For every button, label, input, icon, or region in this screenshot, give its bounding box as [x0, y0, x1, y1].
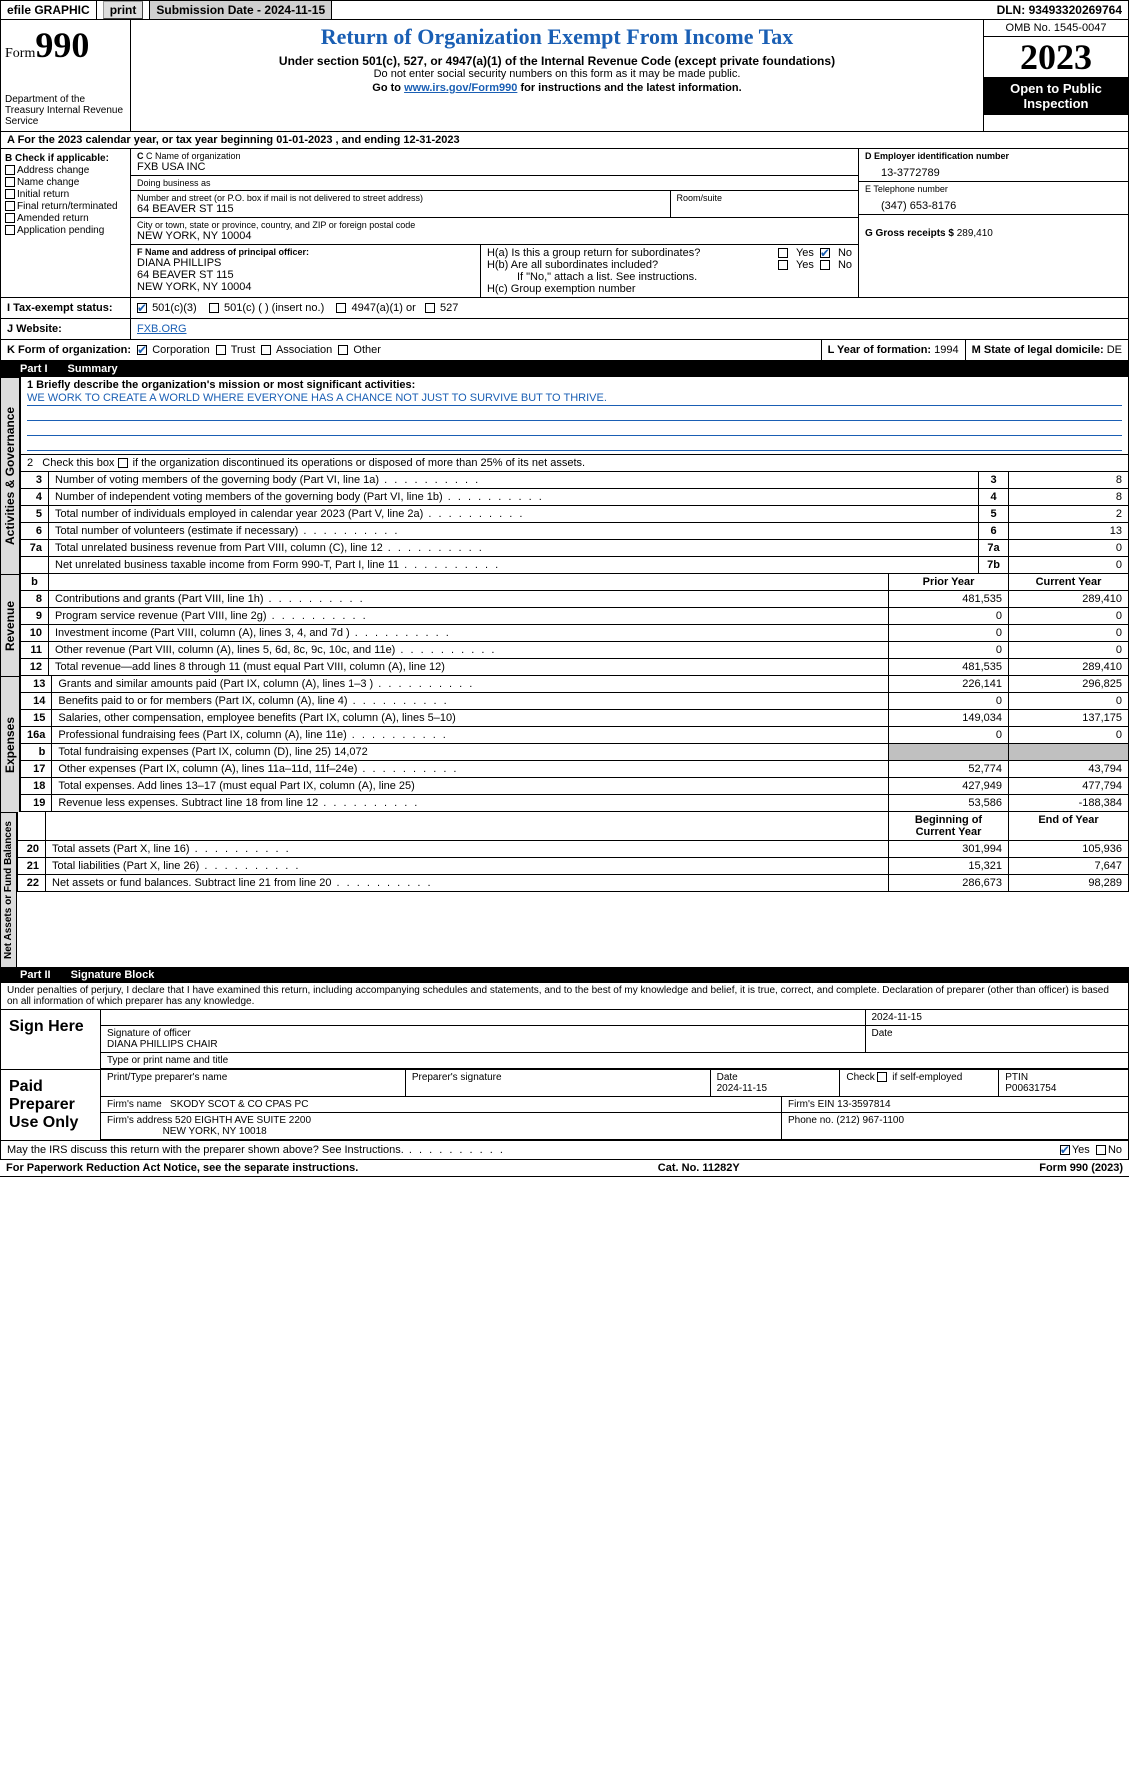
- table-row: bTotal fundraising expenses (Part IX, co…: [21, 744, 1129, 761]
- discuss-no[interactable]: [1096, 1145, 1106, 1155]
- vtab-expenses: Expenses: [0, 676, 20, 812]
- irs-link[interactable]: www.irs.gov/Form990: [404, 82, 517, 94]
- box-c-f: C C Name of organization FXB USA INC Doi…: [131, 149, 859, 298]
- chk-self-employed[interactable]: [877, 1072, 887, 1082]
- ha-no[interactable]: [820, 248, 830, 258]
- ptin: P00631754: [1005, 1083, 1056, 1094]
- chk-527[interactable]: [425, 303, 435, 313]
- table-row: 3Number of voting members of the governi…: [21, 472, 1129, 489]
- gross-receipts: 289,410: [957, 228, 993, 239]
- row-j: J Website: FXB.ORG: [0, 319, 1129, 340]
- chk-corp[interactable]: [137, 345, 147, 355]
- header-mid: Return of Organization Exempt From Incom…: [131, 20, 983, 131]
- phone: (347) 653-8176: [865, 194, 1122, 212]
- org-name: FXB USA INC: [137, 161, 852, 173]
- chk-address-change[interactable]: Address change: [5, 165, 126, 176]
- sign-block: Sign Here 2024-11-15 Signature of office…: [0, 1010, 1129, 1070]
- domicile: DE: [1107, 344, 1122, 356]
- table-row: 7aTotal unrelated business revenue from …: [21, 540, 1129, 557]
- footer: For Paperwork Reduction Act Notice, see …: [0, 1160, 1129, 1177]
- chk-other[interactable]: [338, 345, 348, 355]
- row-i: I Tax-exempt status: 501(c)(3) 501(c) ( …: [0, 298, 1129, 319]
- header-right: OMB No. 1545-0047 2023 Open to Public In…: [983, 20, 1128, 131]
- officer-name: DIANA PHILLIPS: [137, 257, 474, 269]
- org-address: 64 BEAVER ST 115: [137, 203, 664, 215]
- info-grid: B Check if applicable: Address change Na…: [0, 149, 1129, 298]
- table-row: 15Salaries, other compensation, employee…: [21, 710, 1129, 727]
- table-row: 9Program service revenue (Part VIII, lin…: [21, 608, 1129, 625]
- chk-amended[interactable]: Amended return: [5, 213, 126, 224]
- discuss-yes[interactable]: [1060, 1145, 1070, 1155]
- chk-501c[interactable]: [209, 303, 219, 313]
- table-row: 5Total number of individuals employed in…: [21, 506, 1129, 523]
- chk-name-change[interactable]: Name change: [5, 177, 126, 188]
- form-title: Return of Organization Exempt From Incom…: [139, 24, 975, 50]
- table-row: 17Other expenses (Part IX, column (A), l…: [21, 761, 1129, 778]
- top-bar: efile GRAPHIC print Submission Date - 20…: [0, 0, 1129, 20]
- officer-sig: DIANA PHILLIPS CHAIR: [107, 1039, 218, 1050]
- year-formation: 1994: [934, 344, 958, 356]
- part-i-bar: Part I Summary: [0, 361, 1129, 377]
- row-a: A For the 2023 calendar year, or tax yea…: [0, 132, 1129, 149]
- table-row: 11Other revenue (Part VIII, column (A), …: [21, 642, 1129, 659]
- table-row: 8Contributions and grants (Part VIII, li…: [21, 591, 1129, 608]
- table-row: 19Revenue less expenses. Subtract line 1…: [21, 795, 1129, 812]
- firm-ein: 13-3597814: [837, 1099, 890, 1110]
- firm-phone: (212) 967-1100: [836, 1115, 904, 1126]
- discuss-row: May the IRS discuss this return with the…: [0, 1141, 1129, 1160]
- ha-yes[interactable]: [778, 248, 788, 258]
- chk-501c3[interactable]: [137, 303, 147, 313]
- table-row: 4Number of independent voting members of…: [21, 489, 1129, 506]
- table-row: 6Total number of volunteers (estimate if…: [21, 523, 1129, 540]
- header-left: Form990 Department of the Treasury Inter…: [1, 20, 131, 131]
- table-row: 21Total liabilities (Part X, line 26)15,…: [18, 858, 1129, 875]
- table-row: 20Total assets (Part X, line 16)301,9941…: [18, 841, 1129, 858]
- ein: 13-3772789: [865, 161, 1122, 179]
- hb-no[interactable]: [820, 260, 830, 270]
- vtab-revenue: Revenue: [0, 574, 20, 676]
- row-k: K Form of organization: Corporation Trus…: [0, 340, 1129, 361]
- box-d-e-g: D Employer identification number 13-3772…: [859, 149, 1129, 298]
- chk-app-pending[interactable]: Application pending: [5, 225, 126, 236]
- vtab-netassets: Net Assets or Fund Balances: [0, 812, 17, 967]
- form-header: Form990 Department of the Treasury Inter…: [0, 20, 1129, 132]
- box-b: B Check if applicable: Address change Na…: [1, 149, 131, 298]
- chk-trust[interactable]: [216, 345, 226, 355]
- table-row: 12Total revenue—add lines 8 through 11 (…: [21, 659, 1129, 676]
- table-row: 16aProfessional fundraising fees (Part I…: [21, 727, 1129, 744]
- firm-name: SKODY SCOT & CO CPAS PC: [170, 1099, 308, 1110]
- table-row: 10Investment income (Part VIII, column (…: [21, 625, 1129, 642]
- chk-discontinued[interactable]: [118, 458, 128, 468]
- vtab-governance: Activities & Governance: [0, 377, 20, 574]
- hb-yes[interactable]: [778, 260, 788, 270]
- org-city: NEW YORK, NY 10004: [137, 230, 852, 242]
- efile-label: efile GRAPHIC: [1, 1, 97, 19]
- dln: DLN: 93493320269764: [991, 1, 1128, 19]
- expenses-table: 13Grants and similar amounts paid (Part …: [20, 676, 1129, 812]
- table-row: 22Net assets or fund balances. Subtract …: [18, 875, 1129, 892]
- submission-date: Submission Date - 2024-11-15: [150, 1, 332, 19]
- print-button[interactable]: print: [103, 1, 144, 19]
- perjury-text: Under penalties of perjury, I declare th…: [0, 983, 1129, 1010]
- netassets-table: Beginning of Current YearEnd of Year 20T…: [17, 812, 1129, 892]
- mission-text: WE WORK TO CREATE A WORLD WHERE EVERYONE…: [27, 392, 1122, 406]
- chk-final-return[interactable]: Final return/terminated: [5, 201, 126, 212]
- tax-year: 2023: [984, 37, 1128, 77]
- governance-table: 1 Briefly describe the organization's mi…: [20, 377, 1129, 574]
- chk-initial-return[interactable]: Initial return: [5, 189, 126, 200]
- table-row: 14Benefits paid to or for members (Part …: [21, 693, 1129, 710]
- preparer-block: Paid Preparer Use Only Print/Type prepar…: [0, 1070, 1129, 1141]
- table-row: 13Grants and similar amounts paid (Part …: [21, 676, 1129, 693]
- table-row: Net unrelated business taxable income fr…: [21, 557, 1129, 574]
- omb-number: OMB No. 1545-0047: [984, 20, 1128, 37]
- chk-4947[interactable]: [336, 303, 346, 313]
- part-ii-bar: Part II Signature Block: [0, 967, 1129, 983]
- revenue-table: bPrior YearCurrent Year 8Contributions a…: [20, 574, 1129, 676]
- table-row: 18Total expenses. Add lines 13–17 (must …: [21, 778, 1129, 795]
- chk-assoc[interactable]: [261, 345, 271, 355]
- website-link[interactable]: FXB.ORG: [137, 323, 187, 335]
- open-public: Open to Public Inspection: [984, 77, 1128, 115]
- dept-label: Department of the Treasury Internal Reve…: [5, 94, 126, 127]
